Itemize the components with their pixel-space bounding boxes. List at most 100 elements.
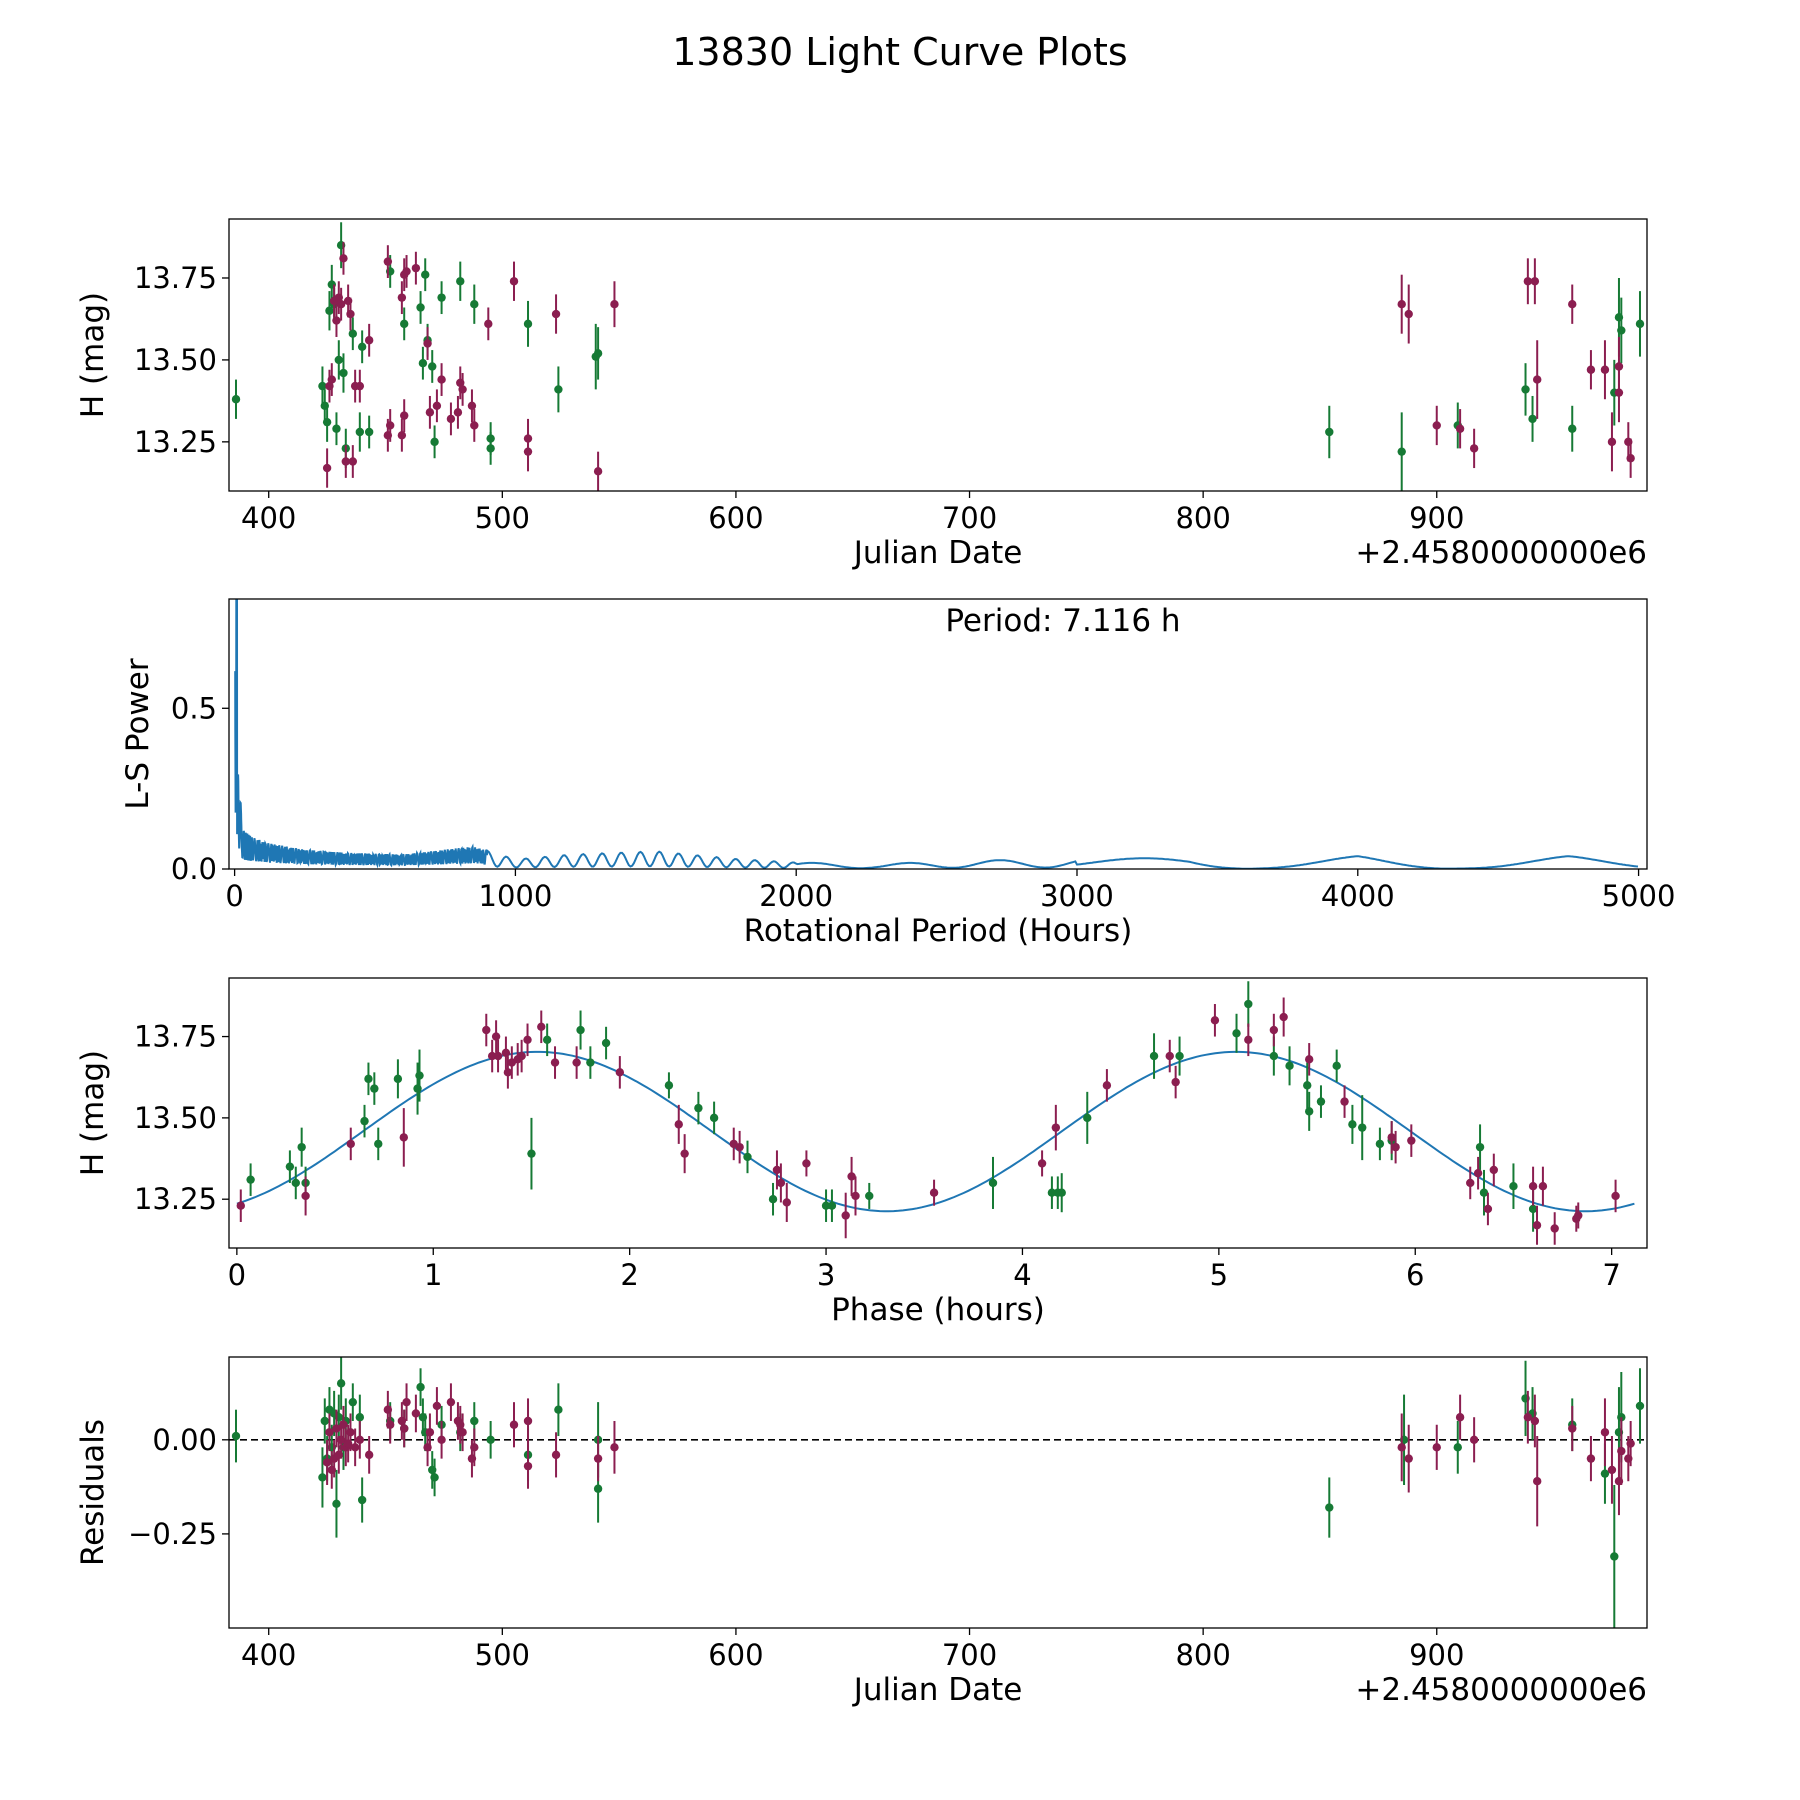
x-tick-label: 700 — [942, 1638, 997, 1672]
y-tick-label: 0.0 — [171, 852, 217, 886]
data-point — [285, 1162, 295, 1171]
x-tick-label: 800 — [1175, 501, 1230, 535]
data-point — [486, 1435, 495, 1445]
data-point — [1432, 1443, 1441, 1452]
data-point — [586, 1058, 595, 1067]
data-point — [1340, 1097, 1349, 1106]
data-point — [1538, 1181, 1548, 1191]
data-point — [1057, 1188, 1066, 1197]
data-point — [399, 1133, 408, 1142]
data-point — [1528, 1204, 1538, 1214]
data-point — [1523, 1413, 1533, 1422]
x-axis-label: Julian Date — [852, 535, 1023, 571]
data-point — [1568, 1424, 1577, 1433]
data-point — [458, 1428, 467, 1437]
data-point — [847, 1172, 856, 1181]
data-point — [1165, 1051, 1174, 1061]
x-tick-label: 900 — [1409, 501, 1464, 535]
data-point — [320, 1416, 329, 1426]
data-point — [397, 431, 407, 440]
data-point — [411, 1409, 421, 1418]
data-point — [437, 293, 446, 302]
data-point — [350, 1443, 360, 1452]
data-point — [231, 1431, 241, 1441]
data-point — [418, 358, 428, 368]
data-point — [694, 1103, 703, 1113]
data-point — [364, 1074, 373, 1084]
data-point — [664, 1081, 674, 1090]
data-point — [383, 431, 393, 440]
residuals-panel: 400 500 600 700 800 900 −0.25 0.00 Julian Date Re… — [75, 1356, 1648, 1708]
data-point — [336, 300, 346, 309]
x-axis-label: Rotational Period (Hours) — [744, 913, 1133, 949]
data-point — [542, 1035, 552, 1045]
data-point — [1617, 1446, 1626, 1456]
data-point — [1489, 1165, 1499, 1175]
data-point — [1404, 1454, 1413, 1463]
data-point — [348, 329, 358, 338]
x-tick-label: 5 — [1210, 1258, 1228, 1292]
data-point — [1244, 999, 1253, 1009]
data-point — [430, 1473, 439, 1482]
x-tick-label: 0 — [225, 879, 243, 913]
data-point — [1149, 1051, 1159, 1061]
data-point — [1269, 1025, 1279, 1035]
data-point — [322, 463, 332, 473]
data-point — [1404, 309, 1413, 319]
data-point — [437, 375, 446, 384]
data-point — [348, 457, 358, 466]
data-point — [416, 303, 425, 312]
data-point — [402, 267, 411, 276]
data-point — [336, 1379, 346, 1388]
data-point — [357, 342, 367, 352]
data-point — [348, 1397, 358, 1407]
data-point — [1171, 1077, 1180, 1087]
data-point — [1528, 1181, 1538, 1191]
data-point — [334, 355, 343, 365]
data-point — [1432, 421, 1441, 430]
data-point — [1210, 1016, 1220, 1025]
data-point — [332, 1499, 341, 1508]
data-point — [400, 319, 409, 329]
data-point — [400, 411, 409, 420]
data-point — [1533, 375, 1542, 384]
periodogram-line — [234, 599, 1639, 869]
data-point — [1047, 1188, 1057, 1197]
data-point — [1610, 1552, 1619, 1561]
data-point — [1316, 1097, 1326, 1106]
data-point — [1600, 1428, 1610, 1437]
data-point — [416, 1382, 425, 1392]
data-point — [802, 1159, 811, 1168]
x-axis-label: Phase (hours) — [831, 1292, 1045, 1328]
data-point — [523, 319, 533, 329]
data-point — [1550, 1224, 1559, 1233]
data-point — [551, 1450, 561, 1460]
data-point — [601, 1038, 611, 1048]
data-point — [246, 1175, 255, 1184]
data-point — [231, 395, 241, 404]
data-point — [301, 1191, 310, 1201]
data-point — [341, 457, 351, 466]
data-point — [346, 309, 355, 319]
x-axis-label: Julian Date — [852, 1672, 1023, 1708]
light-curve-panel: 400 500 600 700 800 900 13.25 13.50 13.75 Julian … — [75, 218, 1648, 571]
data-point — [360, 1116, 369, 1126]
data-point — [1304, 1107, 1314, 1116]
data-point — [423, 339, 432, 348]
data-point — [1375, 1139, 1385, 1149]
x-tick-label: 6 — [1406, 1258, 1424, 1292]
data-point — [1607, 1465, 1617, 1475]
data-point — [456, 277, 465, 286]
data-point — [470, 421, 479, 430]
data-point — [327, 375, 336, 384]
period-annotation: Period: 7.116 h — [945, 603, 1180, 639]
axes-frame — [228, 598, 1648, 870]
data-point — [425, 408, 435, 417]
data-point — [1469, 1435, 1479, 1445]
data-point — [332, 1424, 341, 1433]
data-point — [1600, 365, 1610, 374]
data-point — [1635, 319, 1645, 329]
data-point — [437, 1435, 446, 1445]
data-point — [772, 1165, 782, 1175]
data-point — [339, 368, 348, 378]
